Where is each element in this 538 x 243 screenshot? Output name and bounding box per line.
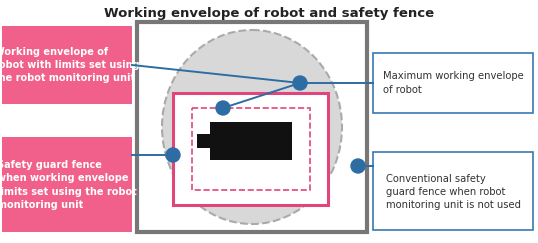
Bar [2,137,132,232]
Ellipse shape [162,30,342,224]
Bar [2,26,132,104]
Bar [173,93,328,205]
Bar [197,134,215,148]
Text: Working envelope of
robot with limits set using
the robot monitoring unit: Working envelope of robot with limits se… [0,47,140,83]
Text: Working envelope of robot and safety fence: Working envelope of robot and safety fen… [104,8,434,20]
Text: Safety guard fence
when working envelope
limits set using the robot
monitoring u: Safety guard fence when working envelope… [0,160,137,210]
Circle shape [351,159,365,173]
Text: Maximum working envelope
of robot: Maximum working envelope of robot [383,71,523,95]
Circle shape [216,101,230,115]
Bar [373,152,533,230]
Bar [210,122,292,160]
Circle shape [166,148,180,162]
Bar [373,53,533,113]
Text: Conventional safety
guard fence when robot
monitoring unit is not used: Conventional safety guard fence when rob… [386,174,520,210]
Circle shape [293,76,307,90]
Bar [137,22,367,232]
Bar [192,108,310,190]
